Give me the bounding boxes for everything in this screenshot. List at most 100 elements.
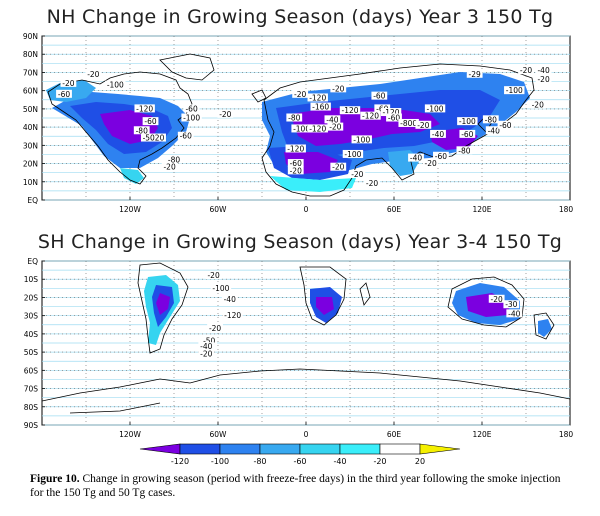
svg-text:-60: -60 (58, 90, 70, 99)
sh-lat-label: 90S (24, 421, 39, 430)
nh-contour-label: -120 (134, 104, 155, 113)
svg-text:-120: -120 (309, 124, 326, 133)
svg-text:-20: -20 (351, 170, 363, 179)
nh-contour-label: -20 (161, 162, 178, 172)
sh-contour-label: -20 (198, 349, 215, 358)
colorbar-tick-label: -100 (211, 457, 229, 466)
svg-text:-120: -120 (309, 93, 326, 102)
svg-text:-100: -100 (107, 81, 124, 90)
svg-text:-60: -60 (499, 121, 511, 130)
sh-field-southern-africa-core (316, 297, 334, 315)
sh-field-new-zealand (538, 319, 552, 337)
nh-contour-label: -120 (307, 124, 328, 133)
sh-lat-label: 60S (24, 366, 39, 375)
sh-lat-label: 80S (24, 403, 39, 412)
sh-lat-label: 70S (24, 385, 39, 394)
nh-contour-label: -100 (342, 149, 364, 159)
svg-text:-60: -60 (435, 152, 447, 161)
nh-lat-labels: 90N 80N 70N 60N 50N 40N 30N 20N 10N EQ (23, 32, 45, 205)
nh-lat-label: 20N (23, 160, 38, 169)
nh-contour-label: -60 (459, 129, 476, 139)
nh-contour-label: -120 (380, 108, 402, 117)
sh-lat-label: 20S (24, 293, 39, 302)
svg-text:-100: -100 (459, 117, 476, 126)
nh-contour-labels: -20-100-60-20-120 -60-100 -20-60-80-60-502… (56, 66, 552, 188)
nh-contour-label: -60 (371, 91, 388, 101)
nh-contour-label: -20 (349, 169, 366, 179)
nh-contour-label: -60 (386, 113, 402, 123)
nh-lat-label: 50N (23, 105, 38, 114)
nh-contour-label: -20 (330, 162, 347, 172)
svg-text:-20: -20 (200, 349, 212, 358)
sh-lon-labels: 120W 60W 0 60E 120E 180 (119, 422, 573, 439)
colorbar-segment (259, 443, 301, 455)
colorbar-tick-label: -40 (333, 457, 346, 466)
nh-contour-label: -80 (286, 113, 303, 123)
nh-lat-label: 30N (23, 141, 38, 150)
nh-contour-label: -60 (177, 131, 194, 141)
svg-text:-100: -100 (293, 124, 310, 133)
nh-contour-label: -60 (142, 117, 159, 126)
nh-contour-label: -120 (360, 111, 381, 121)
svg-text:-40: -40 (410, 154, 422, 163)
nh-panel-title: NH Change in Growing Season (days) Year … (46, 6, 554, 28)
svg-text:-80: -80 (136, 126, 148, 135)
figure-caption: Figure 10. Change in growing season (per… (30, 472, 570, 500)
svg-text:-20: -20 (62, 79, 74, 88)
nh-contour-label: -60 (183, 104, 200, 113)
colorbar-segment (379, 443, 421, 455)
nh-contour-label: -60 (56, 89, 72, 99)
nh-field-sahel (270, 176, 356, 192)
svg-text:-120: -120 (341, 106, 358, 115)
svg-text:-60: -60 (388, 114, 400, 123)
nh-contour-label: -20 (217, 109, 234, 119)
nh-contour-label: -29 (466, 69, 483, 79)
nh-contour-label: -20 (535, 75, 552, 84)
svg-text:-20: -20 (537, 75, 549, 84)
sh-lat-label: EQ (27, 257, 38, 266)
svg-text:-60: -60 (373, 92, 385, 101)
svg-text:-120: -120 (287, 144, 304, 153)
sh-lon-label: 60W (210, 430, 228, 439)
svg-text:-100: -100 (506, 86, 523, 95)
colorbar-segment (219, 443, 261, 455)
sh-contour-label: -50 (201, 336, 218, 346)
colorbar-segment (299, 443, 341, 455)
sh-contour-label: -120 (222, 311, 243, 320)
nh-contour-label: -100 (291, 124, 312, 133)
svg-text:-20: -20 (332, 163, 344, 172)
nh-contour-label: -40 (535, 66, 552, 75)
figure-caption-text: Change in growing season (period with fr… (30, 473, 561, 499)
nh-contour-label: -20 (292, 89, 309, 99)
svg-text:-20: -20 (209, 324, 221, 333)
nh-contour-label: -100 (504, 86, 525, 95)
svg-text:-60: -60 (185, 104, 197, 113)
sh-lon-label: 0 (304, 430, 309, 439)
nh-contour-label: -20 (330, 84, 347, 93)
svg-text:-40: -40 (326, 115, 338, 124)
svg-text:-40: -40 (488, 126, 500, 135)
nh-lon-label: 180 (559, 205, 574, 214)
nh-contour-label: -100 (424, 104, 446, 113)
nh-contour-label: -800 (398, 118, 419, 128)
svg-text:-60: -60 (180, 132, 192, 141)
sh-contour-label: -20 (205, 271, 222, 280)
nh-contour-label: -40 (408, 154, 424, 163)
sh-lat-label: 50S (24, 348, 39, 357)
svg-text:-80: -80 (288, 114, 300, 123)
colorbar-tick-label: -120 (171, 457, 189, 466)
nh-lat-label: 60N (23, 87, 38, 96)
svg-text:-80: -80 (168, 155, 180, 164)
sh-lon-label: 120W (119, 430, 141, 439)
svg-text:-20: -20 (87, 70, 99, 79)
nh-contour-label: -80 (456, 146, 473, 155)
svg-text:-20: -20 (332, 84, 344, 93)
colorbar-segment (339, 443, 381, 455)
svg-text:-20: -20 (532, 101, 544, 110)
sh-contour-label: -100 (210, 283, 232, 293)
nh-lon-label: 120W (119, 205, 141, 214)
sh-map: EQ 10S 20S 30S 40S 50S 60S 70S 80S 90S 120W 60W 0 60… (24, 257, 574, 439)
nh-contour-label: -20 (85, 69, 102, 79)
svg-text:-20: -20 (520, 66, 532, 75)
svg-text:-40: -40 (537, 66, 549, 75)
